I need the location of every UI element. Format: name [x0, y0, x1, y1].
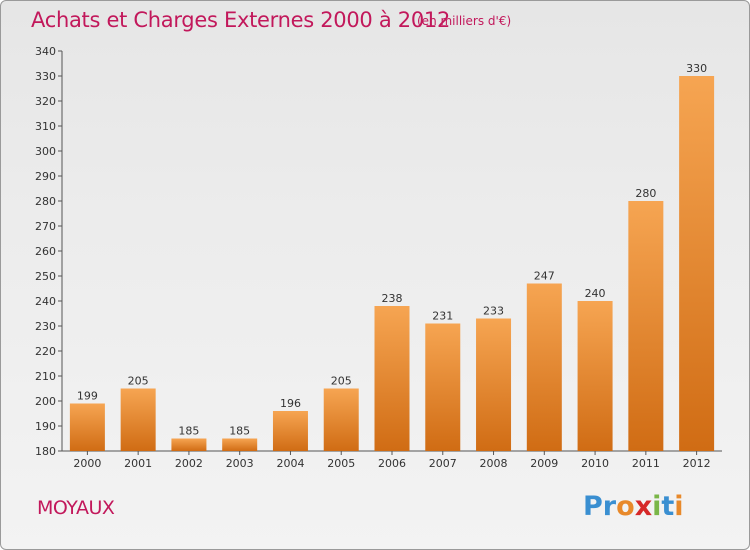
y-tick-label: 340 — [35, 45, 56, 58]
y-tick-label: 210 — [35, 370, 56, 383]
bar — [272, 411, 308, 451]
y-tick-label: 270 — [35, 220, 56, 233]
x-tick-label: 2001 — [124, 457, 152, 470]
logo-letter: x — [634, 491, 653, 522]
data-label: 205 — [331, 375, 352, 388]
x-tick-label: 2002 — [175, 457, 203, 470]
logo-letter: r — [602, 491, 617, 522]
bar — [222, 438, 258, 451]
y-tick-label: 300 — [35, 145, 56, 158]
data-label: 199 — [77, 390, 98, 403]
x-tick-label: 2003 — [226, 457, 254, 470]
y-tick-label: 250 — [35, 270, 56, 283]
x-tick-label: 2007 — [429, 457, 457, 470]
x-tick-label: 2011 — [632, 457, 660, 470]
chart-bars: 199 205 185 185 196 205 238 231 233 247 240 280 330 — [69, 62, 715, 451]
bar — [374, 306, 410, 451]
data-label: 185 — [229, 425, 250, 438]
logo-letter: i — [674, 491, 684, 522]
y-tick-label: 180 — [35, 445, 56, 458]
chart-subtitle: (en milliers d'€) — [417, 14, 512, 28]
bar — [120, 388, 156, 451]
x-tick-label: 2010 — [581, 457, 609, 470]
logo-letter: P — [583, 491, 603, 522]
y-tick-label: 220 — [35, 345, 56, 358]
data-label: 240 — [585, 287, 606, 300]
bar — [171, 438, 207, 451]
y-tick-label: 290 — [35, 170, 56, 183]
bar — [425, 323, 461, 451]
data-label: 238 — [382, 292, 403, 305]
bar — [628, 201, 664, 451]
y-tick-label: 280 — [35, 195, 56, 208]
y-tick-label: 230 — [35, 320, 56, 333]
proxiti-logo[interactable]: Proxiti — [583, 491, 684, 522]
data-label: 205 — [128, 375, 149, 388]
logo-letter: t — [661, 491, 675, 522]
bar — [526, 283, 562, 451]
data-label: 231 — [432, 310, 453, 323]
y-tick-label: 260 — [35, 245, 56, 258]
x-tick-label: 2000 — [73, 457, 101, 470]
y-tick-label: 190 — [35, 420, 56, 433]
data-label: 233 — [483, 305, 504, 318]
data-label: 280 — [635, 187, 656, 200]
logo-letter: o — [616, 491, 635, 522]
y-tick-label: 200 — [35, 395, 56, 408]
bar — [476, 318, 512, 451]
data-label: 196 — [280, 397, 301, 410]
x-tick-label: 2005 — [327, 457, 355, 470]
bar — [323, 388, 359, 451]
data-label: 185 — [178, 425, 199, 438]
x-tick-label: 2008 — [480, 457, 508, 470]
x-tick-label: 2004 — [276, 457, 304, 470]
data-label: 330 — [686, 62, 707, 75]
commune-name: MOYAUX — [37, 497, 115, 519]
bar — [69, 403, 105, 451]
logo-letter: i — [652, 491, 662, 522]
data-label: 247 — [534, 270, 555, 283]
x-tick-label: 2012 — [683, 457, 711, 470]
y-tick-label: 330 — [35, 70, 56, 83]
y-tick-label: 320 — [35, 95, 56, 108]
y-tick-label: 240 — [35, 295, 56, 308]
chart-axes: 180 190 200 210 220 230 240 250 260 270 280 290 300 3… — [35, 45, 722, 470]
bar — [577, 301, 613, 451]
x-tick-label: 2009 — [530, 457, 558, 470]
chart-title: Achats et Charges Externes 2000 à 2012 — [31, 8, 451, 32]
y-tick-label: 310 — [35, 120, 56, 133]
bar — [679, 76, 715, 451]
x-tick-label: 2006 — [378, 457, 406, 470]
